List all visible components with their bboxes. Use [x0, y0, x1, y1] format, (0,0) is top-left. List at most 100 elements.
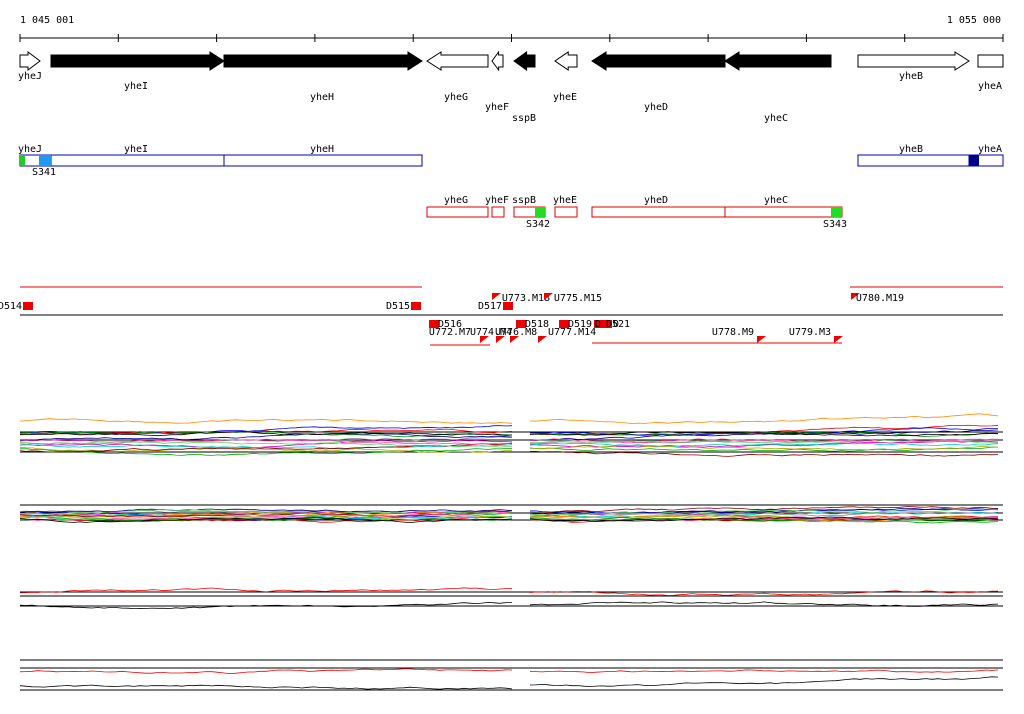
segment-mark — [39, 155, 51, 166]
feature-flag — [492, 293, 501, 300]
feature-label: D515 — [386, 301, 410, 312]
expression-trace — [19, 431, 513, 437]
gene-label: yheE — [553, 92, 577, 103]
feature-flag — [757, 336, 766, 343]
gene-arrow — [513, 51, 536, 71]
segment-label: yheE — [553, 195, 577, 206]
expression-trace — [529, 517, 999, 522]
segment — [857, 154, 1004, 167]
feature-label: U776.M8 — [495, 327, 537, 338]
feature-label: U779.M3 — [789, 327, 831, 338]
expression-trace — [19, 587, 513, 594]
expression-trace — [19, 439, 513, 449]
segment-label: yheB — [899, 144, 923, 155]
segment-label: yheJ — [18, 144, 42, 155]
expression-trace — [529, 511, 999, 517]
gene-arrow — [223, 51, 423, 71]
expression-trace — [19, 668, 513, 675]
gene-label: yheC — [764, 113, 788, 124]
gene-label: yheB — [899, 71, 923, 82]
expression-trace — [19, 509, 512, 519]
segment-mark — [831, 207, 842, 217]
gene-arrow — [491, 50, 504, 72]
expression-trace — [529, 511, 999, 518]
expression-trace — [529, 446, 999, 452]
expression-trace — [529, 438, 999, 444]
feature-label: U780.M19 — [856, 293, 904, 304]
gene-label: sspB — [512, 113, 536, 124]
feature-label: D519 — [568, 319, 592, 330]
feature-flag — [851, 293, 860, 300]
expression-trace — [19, 433, 513, 441]
expression-trace — [529, 444, 999, 451]
segment-label: yheH — [310, 144, 334, 155]
expression-trace — [19, 418, 513, 424]
feature-label: U774.M4 — [470, 327, 512, 338]
expression-trace — [19, 509, 513, 515]
ruler-end: 1 055 000 — [947, 15, 1001, 26]
gene-label: yheG — [444, 92, 468, 103]
expression-trace — [19, 431, 513, 438]
ruler-start: 1 045 001 — [20, 15, 74, 26]
gene-arrow — [50, 51, 225, 71]
feature-label: U778.M9 — [712, 327, 754, 338]
gene-label: yheJ — [18, 71, 42, 82]
feature-box — [602, 320, 612, 328]
feature-label: D514 — [0, 301, 22, 312]
segment — [554, 206, 578, 218]
expression-trace — [529, 601, 999, 607]
expression-trace — [529, 590, 999, 596]
expression-trace — [530, 451, 999, 457]
expression-trace — [529, 429, 999, 441]
feature-flag — [544, 293, 553, 300]
segment — [426, 206, 489, 218]
segment-label: yheA — [978, 144, 1002, 155]
segment-label: yheG — [444, 195, 468, 206]
feature-flag — [834, 336, 843, 343]
gene-arrow — [19, 51, 41, 71]
feature-flag — [480, 336, 489, 343]
feature-label: D518 — [525, 319, 549, 330]
expression-trace — [19, 517, 513, 524]
expression-trace — [529, 676, 999, 687]
segment-marker-label: S342 — [526, 219, 550, 230]
feature-flag — [538, 336, 547, 343]
expression-trace — [529, 515, 999, 523]
gene-label: yheD — [644, 102, 668, 113]
expression-trace — [19, 512, 513, 519]
gene-arrow — [724, 51, 832, 71]
segment — [724, 206, 843, 218]
expression-trace — [19, 508, 513, 513]
expression-trace — [20, 447, 513, 456]
gene-arrow — [591, 51, 726, 71]
gene-label: yheI — [124, 81, 148, 92]
feature-box — [23, 302, 33, 310]
expression-trace — [19, 601, 512, 610]
expression-trace — [529, 506, 999, 515]
gene-arrow — [426, 51, 489, 71]
gene-arrow — [977, 54, 1004, 68]
expression-trace — [19, 425, 513, 436]
expression-trace — [529, 440, 999, 444]
segment-mark — [20, 155, 25, 166]
feature-box — [503, 302, 513, 310]
expression-trace — [530, 669, 999, 674]
segment-label: yheC — [764, 195, 788, 206]
segment — [19, 154, 423, 167]
feature-box — [594, 320, 604, 328]
segment-label: yheI — [124, 144, 148, 155]
expression-trace — [19, 436, 513, 445]
feature-label: U773.M18 — [502, 293, 550, 304]
gene-label: yheH — [310, 92, 334, 103]
segment — [591, 206, 726, 218]
feature-label: D517 — [478, 301, 502, 312]
expression-trace — [529, 508, 999, 516]
feature-label: D516 — [438, 319, 462, 330]
expression-trace — [529, 442, 999, 447]
expression-trace — [19, 441, 512, 448]
feature-label: U772.M7 — [429, 327, 471, 338]
feature-label: D521 — [606, 319, 630, 330]
segment-mark — [535, 207, 545, 217]
feature-label: U777.M14 — [548, 327, 596, 338]
